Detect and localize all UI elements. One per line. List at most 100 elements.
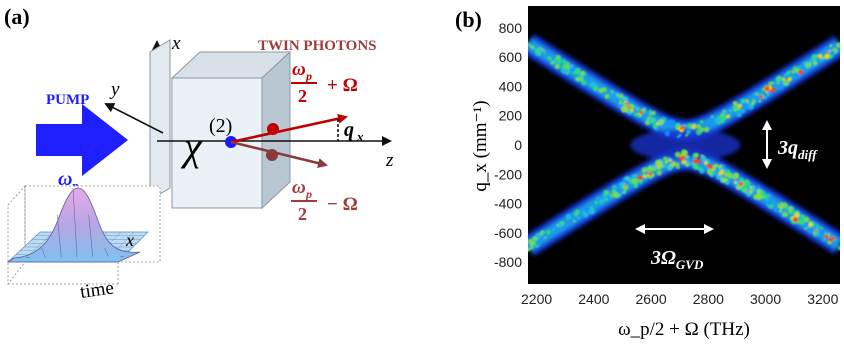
emission-speckle [756,193,761,198]
emission-speckle [532,239,536,243]
emission-speckle [652,123,659,129]
emission-speckle [622,184,629,191]
emission-speckle [623,190,627,194]
emission-speckle [765,198,770,202]
emission-speckles [528,42,840,252]
emission-speckle [699,120,704,124]
emission-speckle [528,42,531,47]
emission-speckle [753,194,758,198]
emission-speckle [783,73,788,78]
emission-speckle [745,107,748,110]
emission-hotspot [678,157,682,161]
gaussian-surface [6,187,141,263]
emission-speckle [547,56,551,60]
emission-speckle [569,64,574,69]
emission-hotspot [642,174,646,178]
emission-speckle [557,222,563,228]
emission-hotspot [785,78,788,81]
emission-speckle [689,161,694,166]
emission-speckle [622,96,628,103]
emission-hotspot [692,159,698,164]
x-tick-label: 2200 [521,291,552,307]
emission-speckle [538,48,543,53]
emission-speckle [780,202,785,207]
emission-speckle [647,166,653,173]
emission-speckle [696,124,701,129]
emission-speckle [540,51,546,56]
emission-speckle [753,92,756,96]
emission-speckle [664,130,671,137]
crystal-front-face [171,77,263,209]
emission-speckle [658,118,664,125]
emission-speckle [678,134,682,137]
emission-speckle [819,57,824,62]
emission-speckle [742,102,749,108]
emission-speckle [642,107,647,111]
inset-side-box [7,184,26,286]
emission-speckle [800,214,805,219]
emission-hotspot [625,102,628,106]
emission-speckle [663,156,668,161]
emission-speckle [604,93,610,99]
emission-speckle [656,170,662,176]
inset-time-label: time [79,277,115,302]
emission-speckle [550,60,554,65]
crystal-back-slab [149,39,171,201]
emission-hotspot [828,50,831,53]
x-tick-label: 2600 [636,291,667,307]
emission-speckle [546,229,551,235]
gaussian-ridge-line [120,256,125,258]
crystal [170,50,292,210]
y-tick-label: 200 [499,108,523,124]
emission-speckle [791,70,795,74]
emission-speckle [703,126,710,133]
emission-speckle [666,164,673,171]
emission-speckle [741,186,746,192]
y-tick-label: 600 [499,49,523,65]
emission-speckle [603,189,610,196]
emission-speckle [648,109,652,113]
chi-order: (2) [209,115,232,137]
emission-speckle [552,228,555,232]
emission-speckle [805,62,812,68]
gaussian-ridge-line [25,256,30,258]
emission-speckle [686,122,693,129]
emission-speckle [674,126,678,130]
emission-speckle [676,165,680,169]
emission-speckle [795,68,799,73]
emission-speckle [785,80,789,83]
emission-speckle [736,112,742,118]
emission-speckle [557,56,562,61]
omega-gvd-subscript: GVD [676,257,704,272]
emission-hotspot [691,124,697,130]
emission-speckle [714,163,719,168]
signal-omega: ω [292,59,306,80]
emission-hotspot [647,174,650,177]
q-diff-prefix: 3 [777,137,788,159]
z-axis-label: z [385,150,394,171]
emission-speckle [768,193,771,197]
emission-hotspot [679,126,683,130]
gaussian-ridge-line [88,214,93,257]
emission-hotspot [719,169,724,174]
emission-speckle [706,169,713,175]
emission-center-glow [630,129,741,161]
emission-speckle [749,189,754,194]
emission-speckle [561,65,566,70]
emission-speckle [717,167,721,170]
emission-speckle [795,74,800,78]
emission-hotspot [792,217,799,223]
emission-hotspot [828,237,834,243]
y-axis-arrow [104,103,164,134]
emission-hotspot [787,77,792,82]
emission-hotspot [822,56,826,59]
emission-speckle [733,175,737,178]
y-tick-labels: 800 600 400 200 0 -200 -400 -600 -800 [494,20,522,270]
emission-speckle [764,96,767,100]
chi-symbol: χ [180,124,203,169]
emission-speckle [651,110,656,116]
emission-hotspot [708,164,714,170]
y-tick-label: -800 [494,254,522,270]
emission-speckle [570,213,575,218]
emission-speckle [707,122,713,129]
